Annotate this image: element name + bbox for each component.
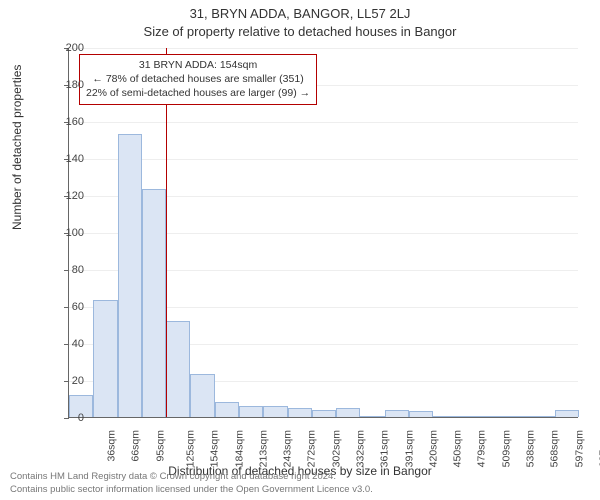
x-tick-label: 213sqm xyxy=(257,430,269,467)
y-axis-label: Number of detached properties xyxy=(10,65,24,230)
x-tick-label: 125sqm xyxy=(184,430,196,467)
y-tick-label: 160 xyxy=(44,116,84,128)
x-tick-label: 66sqm xyxy=(130,430,142,462)
bar xyxy=(215,402,239,417)
x-tick-label: 538sqm xyxy=(524,430,536,467)
x-tick-label: 509sqm xyxy=(500,430,512,467)
x-tick-label: 391sqm xyxy=(403,430,415,467)
x-tick-label: 479sqm xyxy=(476,430,488,467)
y-tick-label: 100 xyxy=(44,227,84,239)
y-tick-label: 120 xyxy=(44,190,84,202)
x-tick-label: 95sqm xyxy=(154,430,166,462)
y-tick-label: 200 xyxy=(44,42,84,54)
gridline xyxy=(69,48,578,49)
plot-area: 31 BRYN ADDA: 154sqm ← 78% of detached h… xyxy=(68,48,578,418)
x-tick-label: 36sqm xyxy=(106,430,118,462)
chart-title-sub: Size of property relative to detached ho… xyxy=(0,24,600,39)
bar xyxy=(506,416,530,417)
footer-line-2: Contains public sector information licen… xyxy=(10,484,373,496)
bar xyxy=(360,416,384,417)
bar xyxy=(458,416,482,417)
x-tick-label: 332sqm xyxy=(354,430,366,467)
bar xyxy=(312,410,336,417)
bar xyxy=(263,406,287,417)
x-tick-label: 420sqm xyxy=(427,430,439,467)
x-tick-label: 272sqm xyxy=(306,430,318,467)
bar xyxy=(433,416,457,417)
bar xyxy=(555,410,579,417)
bar xyxy=(288,408,312,417)
gridline xyxy=(69,122,578,123)
x-tick-label: 568sqm xyxy=(549,430,561,467)
gridline xyxy=(69,159,578,160)
bar xyxy=(385,410,409,417)
y-tick-label: 20 xyxy=(44,375,84,387)
x-tick-label: 597sqm xyxy=(573,430,585,467)
annotation-box: 31 BRYN ADDA: 154sqm ← 78% of detached h… xyxy=(79,54,317,105)
y-tick-label: 80 xyxy=(44,264,84,276)
y-tick-label: 40 xyxy=(44,338,84,350)
x-tick-label: 184sqm xyxy=(233,430,245,467)
bar xyxy=(142,189,166,417)
x-tick-label: 154sqm xyxy=(209,430,221,467)
y-tick-label: 140 xyxy=(44,153,84,165)
annotation-line-3: 22% of semi-detached houses are larger (… xyxy=(86,86,310,100)
annotation-line-2: ← 78% of detached houses are smaller (35… xyxy=(86,72,310,86)
chart-container: { "title_main": "31, BRYN ADDA, BANGOR, … xyxy=(0,0,600,500)
annotation-line-1: 31 BRYN ADDA: 154sqm xyxy=(86,58,310,72)
bar xyxy=(190,374,214,417)
x-tick-label: 361sqm xyxy=(379,430,391,467)
bar xyxy=(530,416,554,417)
bar xyxy=(93,300,117,417)
bar xyxy=(482,416,506,417)
bar xyxy=(166,321,190,417)
bar xyxy=(118,134,142,417)
footer-attribution: Contains HM Land Registry data © Crown c… xyxy=(10,471,373,496)
bar xyxy=(409,411,433,417)
x-tick-label: 450sqm xyxy=(452,430,464,467)
y-tick-label: 180 xyxy=(44,79,84,91)
y-tick-label: 60 xyxy=(44,301,84,313)
x-tick-label: 243sqm xyxy=(282,430,294,467)
y-tick-label: 0 xyxy=(44,412,84,424)
footer-line-1: Contains HM Land Registry data © Crown c… xyxy=(10,471,373,483)
chart-title-main: 31, BRYN ADDA, BANGOR, LL57 2LJ xyxy=(0,6,600,21)
bar xyxy=(336,408,360,417)
bar xyxy=(239,406,263,417)
x-tick-label: 302sqm xyxy=(330,430,342,467)
